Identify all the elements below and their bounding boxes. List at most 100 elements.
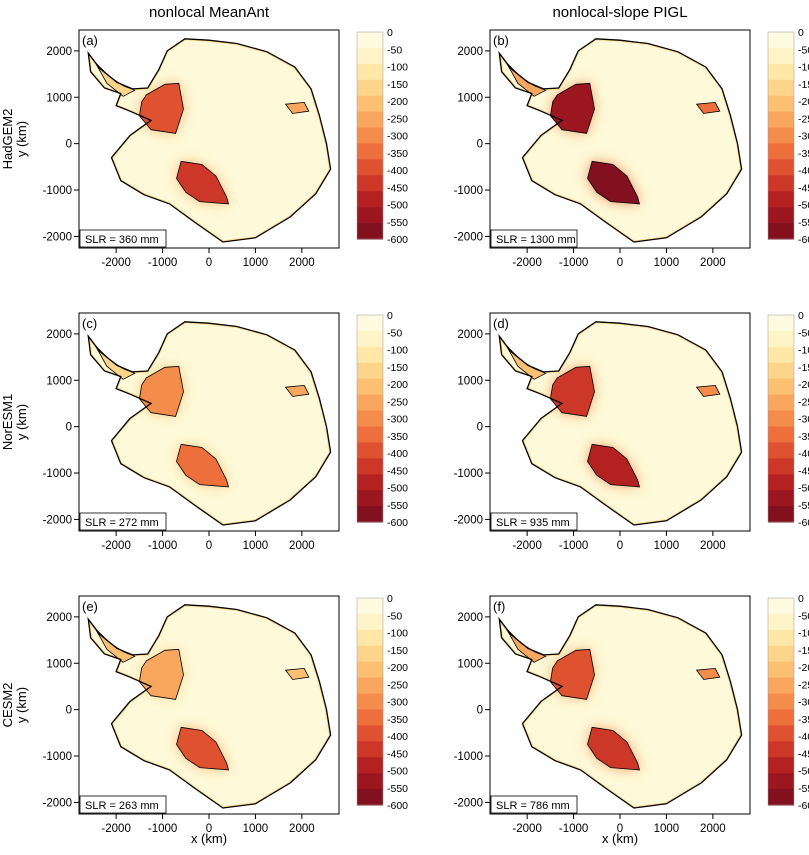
colorbar-swatch — [357, 79, 383, 97]
colorbar-swatch — [768, 362, 794, 380]
x-tick-label: -1000 — [148, 540, 177, 552]
colorbar-tick-label: -400 — [798, 448, 809, 460]
colorbar-tick-label: -50 — [387, 610, 402, 622]
y-tick-label: 1000 — [46, 658, 72, 670]
colorbar-tick-label: -300 — [387, 131, 408, 143]
x-tick-label: 1000 — [243, 823, 269, 835]
colorbar-swatch — [768, 47, 794, 65]
y-tick-label: -1000 — [43, 468, 72, 480]
panel-label: (c) — [82, 316, 97, 331]
colorbar-tick-label: -450 — [798, 182, 809, 194]
row-model-label: CESM2 — [0, 683, 15, 728]
coastline — [498, 38, 743, 243]
colorbar-swatch — [357, 789, 383, 806]
colorbar-swatch — [357, 677, 383, 695]
colorbar-tick-label: -350 — [798, 148, 809, 160]
colorbar-tick-label: -400 — [387, 448, 408, 460]
x-tick-label: -1000 — [559, 540, 588, 552]
x-tick-label: 0 — [617, 823, 623, 835]
slr-box: SLR = 1300 mm — [490, 229, 578, 248]
y-tick-label: -1000 — [454, 751, 483, 763]
slr-value: SLR = 272 mm — [85, 517, 159, 529]
y-tick-label: 2000 — [457, 46, 483, 58]
colorbar-tick-label: -600 — [798, 517, 809, 529]
colorbar-tick-label: -250 — [798, 396, 809, 408]
y-tick-label: -2000 — [454, 231, 483, 243]
colorbar-swatch — [357, 598, 383, 615]
slr-value: SLR = 786 mm — [496, 800, 570, 812]
colorbar-swatch — [357, 95, 383, 113]
amery-ice-shelf — [284, 101, 310, 114]
colorbar-swatch — [768, 95, 794, 113]
y-tick-label: -1000 — [454, 468, 483, 480]
colorbar-swatch — [768, 175, 794, 192]
ross-ice-shelf — [587, 726, 641, 771]
colorbar-swatch — [357, 378, 383, 396]
colorbar: 0 -50 -100 -150 -200 -250 -300 -350 -400 -450 -500… — [767, 27, 809, 246]
colorbar-swatch — [357, 613, 383, 631]
colorbar: 0 -50 -100 -150 -200 -250 -300 -350 -400 -450 -500… — [356, 593, 408, 812]
y-tick-label: -1000 — [454, 185, 483, 197]
colorbar-tick-label: -450 — [387, 182, 408, 194]
colorbar-tick-label: -350 — [798, 714, 809, 726]
x-tick-label: -1000 — [559, 823, 588, 835]
colorbar-tick-label: 0 — [798, 27, 804, 39]
y-tick-label: 0 — [66, 422, 72, 434]
slr-box: SLR = 935 mm — [490, 512, 578, 531]
colorbar-tick-label: -600 — [387, 234, 408, 246]
colorbar-swatch — [768, 410, 794, 428]
ice-sheet — [88, 38, 331, 242]
colorbar-frame — [767, 314, 795, 523]
colorbar-tick-label: -550 — [798, 500, 809, 512]
x-tick-label: 0 — [617, 540, 623, 552]
colorbar-tick-label: -450 — [798, 465, 809, 477]
colorbar-tick-label: -300 — [798, 697, 809, 709]
slr-box: SLR = 786 mm — [490, 795, 578, 814]
colorbar-swatch — [357, 741, 383, 758]
colorbar-tick-label: -450 — [387, 748, 408, 760]
panel-label: (f) — [493, 599, 505, 614]
colorbar-swatch — [768, 79, 794, 97]
panel-label: (a) — [82, 33, 98, 48]
colorbar-swatch — [357, 506, 383, 523]
amery-ice-shelf — [284, 667, 310, 680]
x-tick-label: -2000 — [101, 540, 130, 552]
colorbar-swatch — [768, 661, 794, 679]
colorbar-tick-label: -500 — [798, 766, 809, 778]
colorbar-swatch — [357, 474, 383, 491]
x-tick-label: -2000 — [512, 257, 541, 269]
x-tick-label: 1000 — [654, 257, 680, 269]
colorbar-swatch — [357, 773, 383, 790]
y-tick-label: -2000 — [43, 231, 72, 243]
x-tick-label: -2000 — [101, 823, 130, 835]
y-tick-label: -1000 — [43, 751, 72, 763]
amery-ice-shelf — [695, 101, 721, 114]
colorbar-swatch — [768, 207, 794, 224]
colorbar-tick-label: -200 — [387, 662, 408, 674]
colorbar-swatch — [357, 159, 383, 176]
colorbar-tick-label: -600 — [798, 800, 809, 812]
y-tick-label: 1000 — [457, 375, 483, 387]
colorbar-swatch — [357, 63, 383, 81]
colorbar-tick-label: -100 — [798, 62, 809, 74]
slr-box: SLR = 263 mm — [79, 795, 167, 814]
y-tick-label: 2000 — [46, 612, 72, 624]
colorbar-tick-label: -500 — [798, 200, 809, 212]
colorbar-tick-label: -350 — [798, 431, 809, 443]
colorbar-swatch — [768, 426, 794, 443]
colorbar-tick-label: -100 — [798, 628, 809, 640]
slr-box-frame — [79, 229, 167, 248]
colorbar-frame — [356, 314, 384, 523]
colorbar-swatch — [768, 490, 794, 507]
slr-box-frame — [490, 795, 578, 814]
colorbar-swatch — [768, 789, 794, 806]
colorbar-tick-label: -50 — [387, 44, 402, 56]
map-panel: (a)SLR = 360 mm-2000 -1000 0 1000 2000-2000-… — [0, 27, 408, 269]
y-axis-label: y (km) — [14, 121, 29, 157]
colorbar-swatch — [357, 330, 383, 348]
colorbar-tick-label: -250 — [798, 113, 809, 125]
slr-value: SLR = 935 mm — [496, 517, 570, 529]
colorbar-swatch — [357, 191, 383, 208]
x-tick-label: 2000 — [289, 540, 315, 552]
colorbar-swatch — [357, 693, 383, 711]
